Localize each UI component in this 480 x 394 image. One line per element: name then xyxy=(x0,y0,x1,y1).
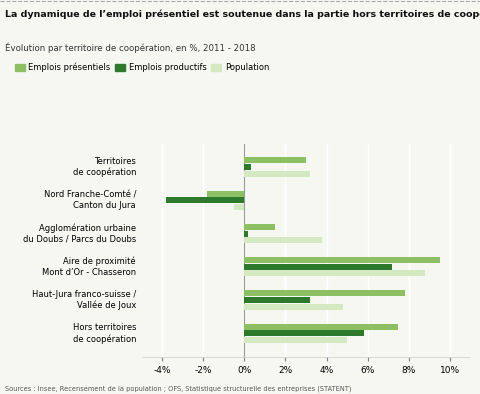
Legend: Emplois présentiels, Emplois productifs, Population: Emplois présentiels, Emplois productifs,… xyxy=(12,59,273,76)
Bar xyxy=(234,204,244,210)
Bar xyxy=(244,257,440,263)
Bar xyxy=(244,337,347,343)
Bar xyxy=(244,330,363,336)
Bar xyxy=(244,171,310,177)
Bar xyxy=(166,197,244,203)
Bar xyxy=(244,158,306,164)
Text: La dynamique de l’emploi présentiel est soutenue dans la partie hors territoires: La dynamique de l’emploi présentiel est … xyxy=(5,10,480,19)
Bar xyxy=(244,224,275,230)
Bar xyxy=(244,297,310,303)
Bar xyxy=(244,230,249,236)
Bar xyxy=(244,164,251,170)
Bar xyxy=(244,270,425,277)
Bar xyxy=(244,264,392,270)
Bar xyxy=(244,304,343,310)
Bar xyxy=(244,290,405,296)
Text: Évolution par territoire de coopération, en %, 2011 - 2018: Évolution par territoire de coopération,… xyxy=(5,43,255,53)
Bar xyxy=(244,237,323,243)
Text: Sources : Insee, Recensement de la population ; OFS, Statistique structurelle de: Sources : Insee, Recensement de la popul… xyxy=(5,386,351,392)
Bar xyxy=(244,323,398,330)
Bar xyxy=(207,191,244,197)
